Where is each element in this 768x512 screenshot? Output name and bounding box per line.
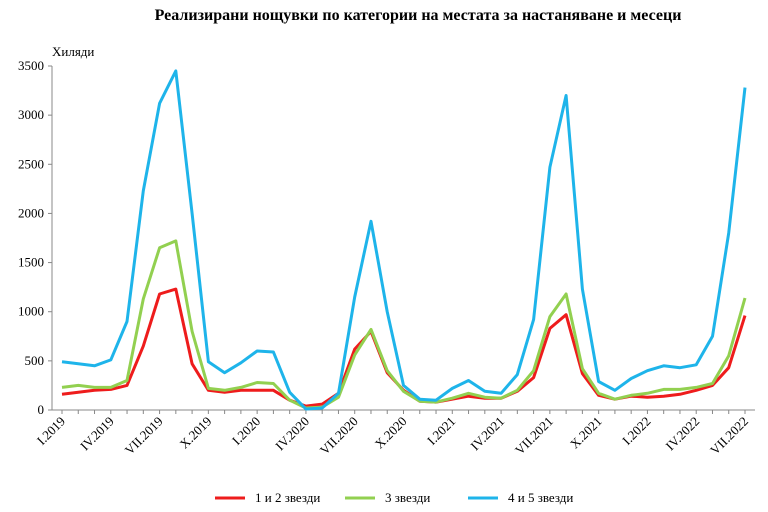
x-tick-label: X.2021 [567,414,605,452]
y-axis-label: Хиляди [52,44,94,59]
x-tick-label: VII.2022 [707,414,751,458]
x-tick-label: IV.2020 [272,414,312,454]
x-tick-label: I.2020 [229,414,263,448]
x-tick-label: I.2021 [424,414,458,448]
y-tick-label: 3500 [18,58,44,73]
y-tick-label: 2500 [18,156,44,171]
chart-title: Реализирани нощувки по категории на мест… [155,7,682,24]
x-tick-label: IV.2019 [77,414,117,454]
legend-label: 4 и 5 звезди [508,490,573,505]
line-series [61,287,747,408]
line-series [61,69,747,411]
x-tick-label: X.2020 [372,414,410,452]
x-tick-label: VII.2021 [512,414,556,458]
x-tick-label: I.2019 [34,414,68,448]
x-tick-label: X.2019 [177,414,215,452]
x-tick-label: IV.2022 [663,414,703,454]
y-tick-label: 1500 [18,255,44,270]
y-tick-label: 0 [38,402,45,417]
y-tick-label: 2000 [18,205,44,220]
legend-label: 1 и 2 звезди [255,490,320,505]
x-tick-label: IV.2021 [467,414,507,454]
y-tick-label: 3000 [18,107,44,122]
y-tick-label: 1000 [18,304,44,319]
line-series [61,239,747,410]
legend-label: 3 звезди [385,490,430,505]
x-tick-label: I.2022 [619,414,653,448]
y-tick-label: 500 [25,353,45,368]
x-tick-label: VII.2019 [122,414,166,458]
x-tick-label: VII.2020 [317,414,361,458]
